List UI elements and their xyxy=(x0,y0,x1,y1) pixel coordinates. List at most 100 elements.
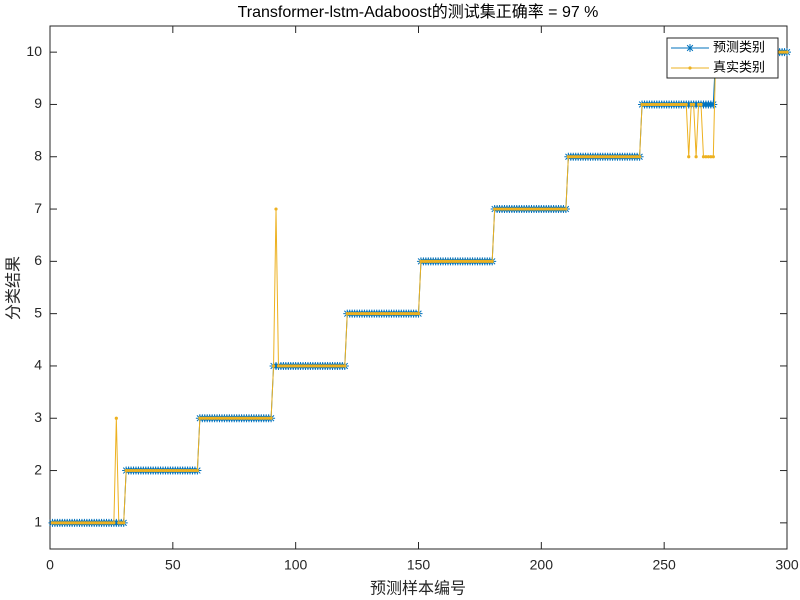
point xyxy=(254,416,258,420)
x-axis-label: 预测样本编号 xyxy=(370,579,466,598)
point xyxy=(785,50,789,54)
point xyxy=(692,102,696,107)
point xyxy=(87,521,91,525)
point xyxy=(387,312,391,316)
point xyxy=(321,364,325,368)
point xyxy=(168,468,172,473)
point xyxy=(458,259,462,263)
point xyxy=(475,259,480,263)
point xyxy=(635,155,639,159)
point xyxy=(198,416,202,420)
point xyxy=(348,312,352,316)
point xyxy=(97,521,101,525)
point xyxy=(527,207,531,211)
point xyxy=(655,102,659,107)
point xyxy=(623,155,627,159)
point xyxy=(203,416,207,420)
point xyxy=(163,468,168,473)
point xyxy=(431,259,435,263)
point xyxy=(552,207,556,211)
y-tick-label: 6 xyxy=(34,252,42,268)
point xyxy=(586,155,590,159)
point xyxy=(360,312,364,316)
point xyxy=(370,312,374,316)
point xyxy=(414,312,418,316)
point xyxy=(448,259,453,263)
point xyxy=(512,207,516,211)
point xyxy=(139,468,143,473)
point xyxy=(330,364,335,368)
point xyxy=(176,468,180,473)
point xyxy=(262,416,266,420)
point xyxy=(610,155,615,159)
point xyxy=(77,521,82,525)
point xyxy=(529,207,534,211)
point xyxy=(333,364,337,368)
point xyxy=(603,155,607,159)
legend-label: 真实类别 xyxy=(713,61,765,76)
chart-title: Transformer-lstm-Adaboost的测试集正确率 = 97 % xyxy=(238,3,599,21)
point xyxy=(483,259,487,263)
point xyxy=(453,259,457,263)
point xyxy=(581,155,585,159)
point xyxy=(461,259,465,263)
point xyxy=(559,207,563,211)
point xyxy=(424,259,428,263)
point xyxy=(583,155,588,159)
point xyxy=(311,364,315,368)
point xyxy=(375,312,379,316)
point xyxy=(588,155,593,159)
point xyxy=(532,207,536,211)
point xyxy=(608,155,612,159)
point xyxy=(630,155,634,159)
point xyxy=(561,207,566,211)
point xyxy=(478,259,482,263)
point xyxy=(539,207,543,211)
point xyxy=(642,102,647,107)
y-tick-label: 10 xyxy=(26,43,42,59)
point xyxy=(90,521,94,525)
point xyxy=(217,416,222,420)
point xyxy=(402,312,406,316)
point xyxy=(380,312,384,316)
point xyxy=(80,521,84,525)
point xyxy=(569,155,573,159)
point xyxy=(271,364,276,368)
point xyxy=(488,259,492,263)
point xyxy=(500,207,504,211)
point xyxy=(279,364,283,368)
point xyxy=(323,364,327,368)
point xyxy=(195,468,199,473)
point xyxy=(289,364,293,368)
point xyxy=(684,102,688,107)
point xyxy=(63,521,67,525)
point xyxy=(606,155,610,159)
point xyxy=(335,364,340,368)
point xyxy=(328,364,332,368)
point xyxy=(141,468,145,473)
point xyxy=(411,312,416,316)
point xyxy=(70,521,74,525)
point xyxy=(485,259,489,263)
y-tick-label: 9 xyxy=(34,95,42,111)
point xyxy=(593,155,597,159)
point xyxy=(353,312,357,316)
point xyxy=(429,259,433,263)
point xyxy=(208,416,212,420)
point xyxy=(618,155,622,159)
point xyxy=(264,416,268,420)
point xyxy=(102,521,106,525)
point xyxy=(249,416,254,420)
point xyxy=(367,312,371,316)
point xyxy=(660,102,664,107)
point xyxy=(620,155,625,159)
point xyxy=(397,312,401,316)
point xyxy=(384,312,389,316)
point xyxy=(451,259,455,263)
point xyxy=(318,364,322,368)
point xyxy=(205,416,209,420)
point xyxy=(662,102,666,107)
point xyxy=(127,468,131,473)
x-tick-label: 300 xyxy=(775,557,799,573)
point xyxy=(601,155,605,159)
